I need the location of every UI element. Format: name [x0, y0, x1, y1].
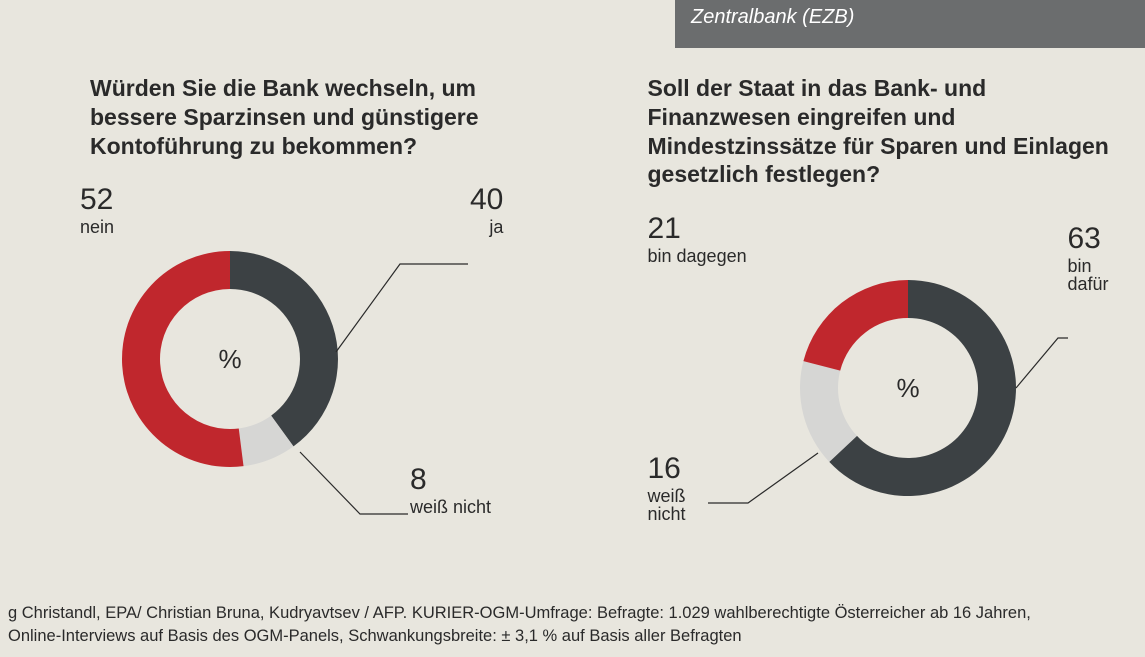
- segment-value: 21: [648, 213, 747, 245]
- chart-2-donut: %: [648, 213, 1138, 573]
- segment-name: weißnicht: [648, 486, 686, 525]
- segment-value: 52: [80, 184, 114, 216]
- chart-2-canvas: % 21bin dagegen 63bindafür 16weißnicht: [648, 213, 1116, 563]
- footer-credits: g Christandl, EPA/ Christian Bruna, Kudr…: [0, 602, 1145, 647]
- donut-segment: [803, 280, 908, 371]
- leader-line: [1016, 338, 1068, 388]
- segment-label: 63bindafür: [1068, 223, 1109, 294]
- segment-label: 40ja: [470, 184, 503, 236]
- chart-1-question: Würden Sie die Bank wechseln, um bessere…: [90, 74, 558, 160]
- chart-1: Würden Sie die Bank wechseln, um bessere…: [90, 74, 558, 563]
- footer-line-2: Online-Interviews auf Basis des OGM-Pane…: [8, 625, 1137, 647]
- segment-name: nein: [80, 217, 114, 237]
- segment-label: 8weiß nicht: [410, 464, 491, 516]
- percent-symbol: %: [218, 344, 241, 374]
- top-banner: Zentralbank (EZB): [675, 0, 1145, 48]
- charts-row: Würden Sie die Bank wechseln, um bessere…: [90, 74, 1115, 563]
- segment-value: 63: [1068, 223, 1109, 255]
- leader-line: [336, 264, 468, 352]
- banner-text: Zentralbank (EZB): [691, 6, 854, 28]
- donut-segment: [230, 251, 338, 446]
- leader-line: [708, 453, 818, 503]
- chart-2-question: Soll der Staat in das Bank- und Finanzwe…: [648, 74, 1116, 189]
- chart-2: Soll der Staat in das Bank- und Finanzwe…: [648, 74, 1116, 563]
- segment-label: 52nein: [80, 184, 114, 236]
- segment-label: 21bin dagegen: [648, 213, 747, 265]
- segment-name: ja: [489, 217, 503, 237]
- segment-value: 40: [470, 184, 503, 216]
- segment-name: bindafür: [1068, 256, 1109, 295]
- segment-value: 8: [410, 464, 491, 496]
- leader-line: [300, 452, 408, 514]
- footer-line-1: g Christandl, EPA/ Christian Bruna, Kudr…: [8, 602, 1137, 624]
- segment-label: 16weißnicht: [648, 453, 686, 524]
- segment-value: 16: [648, 453, 686, 485]
- percent-symbol: %: [896, 373, 919, 403]
- segment-name: bin dagegen: [648, 246, 747, 266]
- segment-name: weiß nicht: [410, 497, 491, 517]
- chart-1-canvas: % 52nein40ja8weiß nicht: [90, 184, 558, 534]
